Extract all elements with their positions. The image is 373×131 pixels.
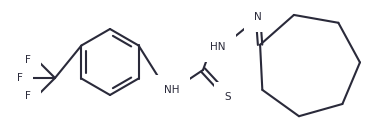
- Text: NH: NH: [164, 85, 180, 95]
- Text: N: N: [254, 12, 262, 22]
- Text: HN: HN: [210, 42, 226, 52]
- Text: F: F: [25, 55, 31, 65]
- Text: F: F: [17, 73, 23, 83]
- Text: S: S: [225, 92, 231, 102]
- Text: F: F: [25, 91, 31, 101]
